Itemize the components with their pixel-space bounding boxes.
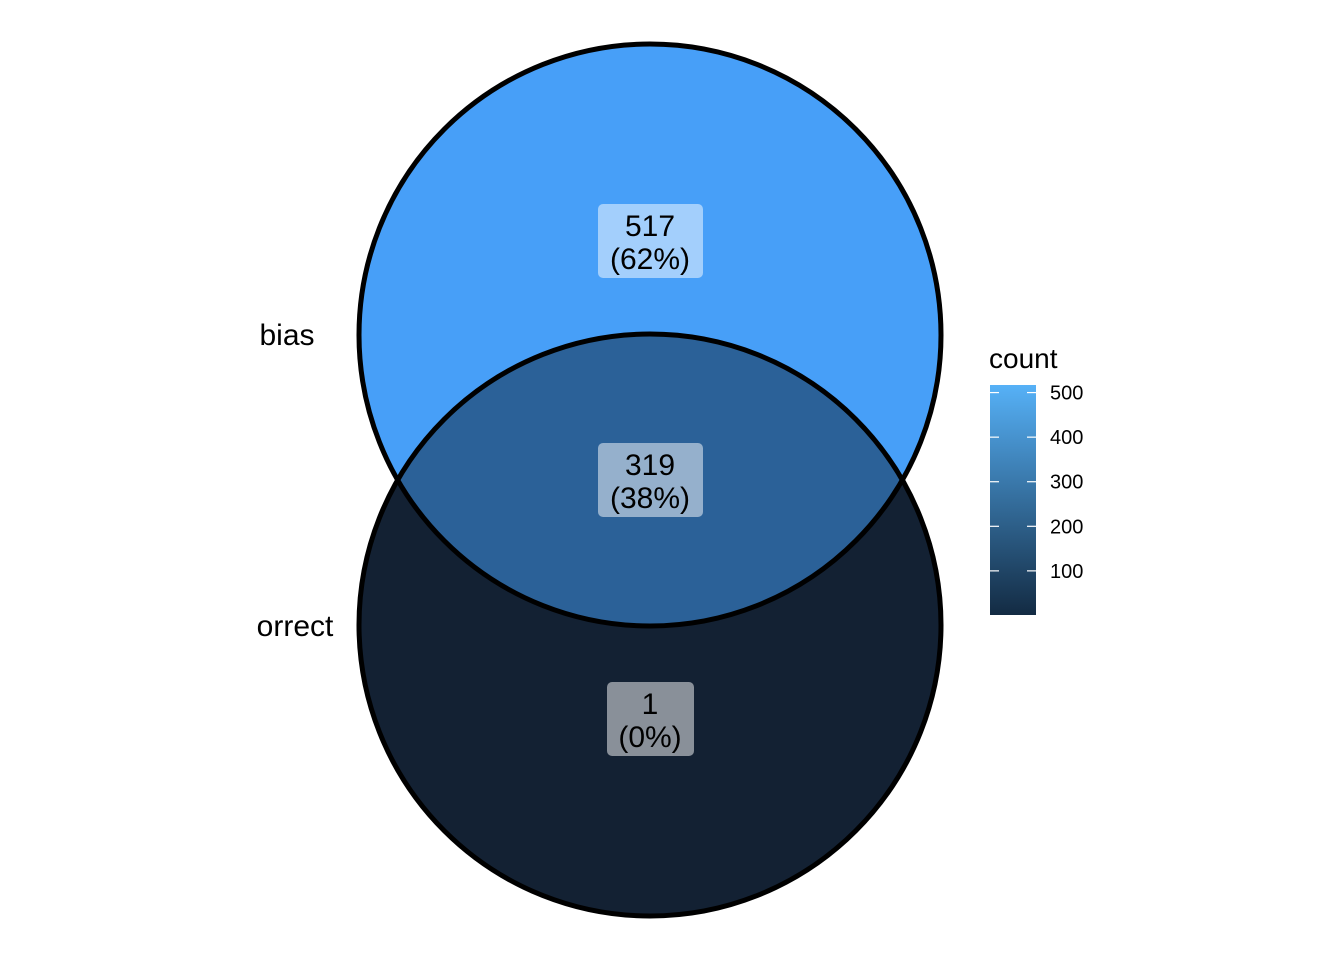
- legend-tick-label: 500: [1050, 383, 1083, 405]
- set-label-bias: bias: [259, 319, 314, 352]
- legend-colorbar: [990, 385, 1036, 615]
- set-label-orrect: orrect: [257, 610, 334, 643]
- set-bias-outline: [356, 41, 944, 629]
- color-legend: count 100 200 300 400 500: [989, 343, 1083, 615]
- region-count: 319: [625, 449, 675, 482]
- region-percent: (0%): [618, 721, 681, 754]
- region-label-bias-only: 517 (62%): [598, 204, 703, 278]
- region-count: 517: [625, 210, 675, 243]
- set-orrect-outline: [356, 331, 944, 919]
- label-box: [607, 682, 694, 756]
- label-box: [598, 443, 703, 517]
- legend-tick-label: 100: [1050, 561, 1083, 583]
- region-percent: (38%): [610, 482, 690, 515]
- region-percent: (62%): [610, 243, 690, 276]
- region-label-intersection: 319 (38%): [598, 443, 703, 517]
- legend-tick-label: 400: [1050, 427, 1083, 449]
- label-box: [598, 204, 703, 278]
- region-label-orrect-only: 1 (0%): [607, 682, 694, 756]
- legend-ticks: 100 200 300 400 500: [990, 383, 1083, 583]
- legend-tick-label: 200: [1050, 516, 1083, 538]
- region-count: 1: [642, 688, 659, 721]
- legend-title: count: [989, 343, 1058, 374]
- legend-tick-label: 300: [1050, 472, 1083, 494]
